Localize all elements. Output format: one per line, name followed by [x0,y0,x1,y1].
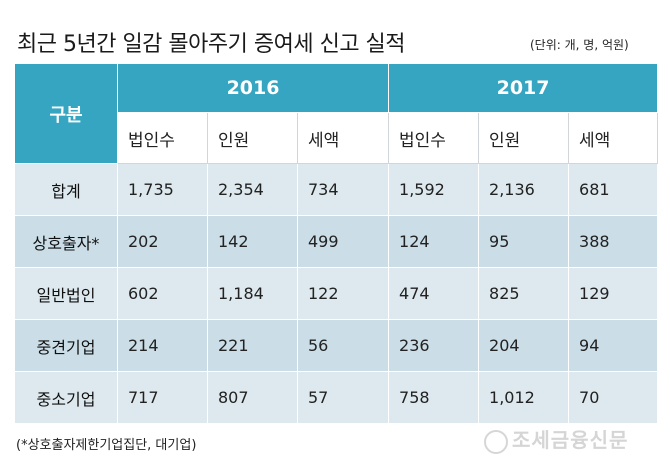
col-header-corp-count: 법인수 [388,112,480,164]
footnote: (*상호출자제한기업집단, 대기업) [16,438,197,453]
table-row: 중견기업 214 221 56 236 204 94 [14,319,659,372]
table-cell: 221 [207,319,298,372]
col-header-persons: 인원 [207,112,298,164]
col-header-tax: 세액 [296,112,390,164]
table-row: 합계 1,735 2,354 734 1,592 2,136 681 [14,163,659,216]
table-cell: 807 [207,371,298,424]
table-cell: 717 [117,371,208,424]
table-cell: 124 [388,215,480,268]
data-table: 구분 2016 2017 법인수 인원 세액 법인수 인원 세액 합계 1,73… [14,63,659,424]
table-cell: 499 [296,215,390,268]
col-header-corp-count: 법인수 [117,112,208,164]
table-cell: 204 [478,319,570,372]
table-cell: 1,735 [117,163,208,216]
table-cell: 2,354 [207,163,298,216]
page-title: 최근 5년간 일감 몰아주기 증여세 신고 실적 [17,32,406,57]
table-cell: 2,136 [478,163,570,216]
table-cell: 236 [388,319,480,372]
watermark-logo: 조세금융신문 [484,424,628,454]
table-cell: 602 [117,267,208,320]
row-label: 중소기업 [14,371,118,424]
table-cell: 1,592 [388,163,480,216]
row-label: 일반법인 [14,267,118,320]
table-cell: 70 [568,371,659,424]
table-cell: 758 [388,371,480,424]
year-header-2017: 2017 [388,63,659,113]
col-header-persons: 인원 [478,112,570,164]
table-cell: 95 [478,215,570,268]
table-cell: 474 [388,267,480,320]
col-header-tax: 세액 [568,112,659,164]
row-label: 합계 [14,163,118,216]
table-row: 상호출자* 202 142 499 124 95 388 [14,215,659,268]
table-cell: 681 [568,163,659,216]
table-row: 일반법인 602 1,184 122 474 825 129 [14,267,659,320]
table-cell: 1,184 [207,267,298,320]
row-header-label: 구분 [14,63,118,164]
row-label: 중견기업 [14,319,118,372]
table-cell: 129 [568,267,659,320]
year-header-2016: 2016 [116,63,390,113]
table-cell: 122 [296,267,390,320]
table-row: 중소기업 717 807 57 758 1,012 70 [14,371,659,424]
table-cell: 1,012 [478,371,570,424]
row-label: 상호출자* [14,215,118,268]
table-cell: 56 [296,319,390,372]
table-cell: 825 [478,267,570,320]
table-cell: 94 [568,319,659,372]
logo-icon [484,429,508,454]
watermark-text: 조세금융신문 [512,428,629,452]
table-cell: 142 [207,215,298,268]
table-cell: 214 [117,319,208,372]
unit-note: (단위: 개, 명, 억원) [530,38,629,52]
table-cell: 388 [568,215,659,268]
table-cell: 734 [296,163,390,216]
table-cell: 57 [296,371,390,424]
table-cell: 202 [117,215,208,268]
